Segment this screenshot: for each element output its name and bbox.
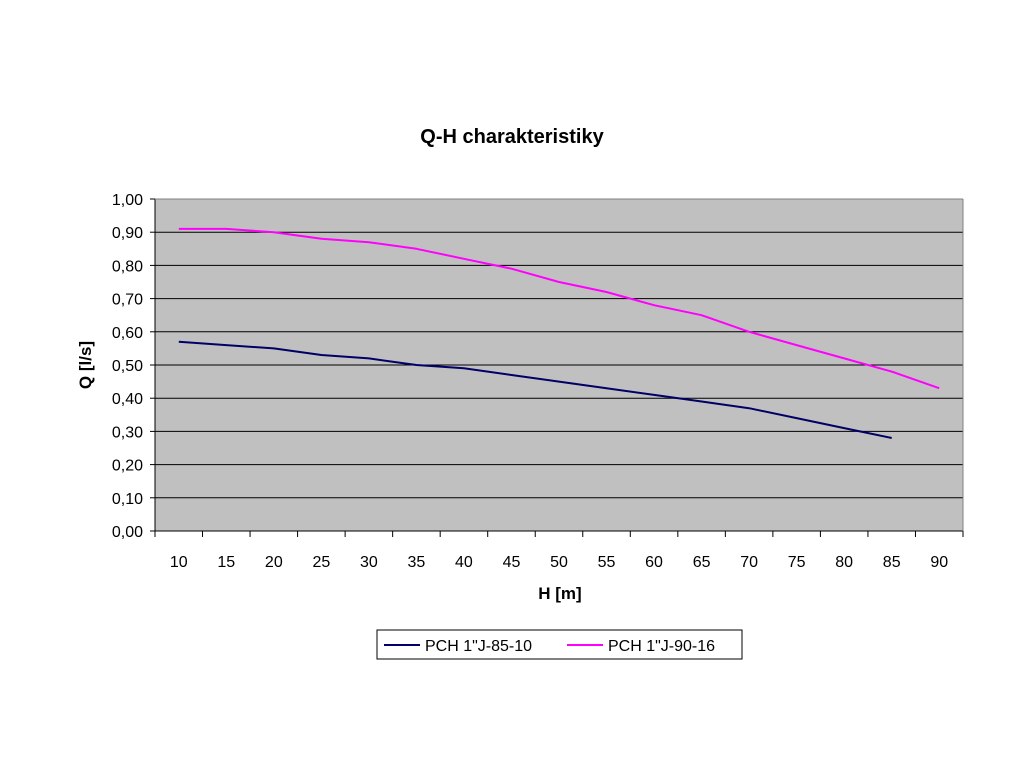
x-tick-label: 10 [170, 554, 188, 571]
series [178, 227, 940, 439]
x-tick-label: 45 [503, 554, 521, 571]
y-tick-label: 0,30 [112, 424, 143, 441]
x-tick-label: 25 [312, 554, 330, 571]
y-tick-label: 0,40 [112, 391, 143, 408]
legend-box [376, 629, 743, 660]
x-tick-label: 80 [835, 554, 853, 571]
y-axis-ticks: 0,00 0,10 0,20 0,30 0,40 0,50 0,60 0,70 0,80 0,90… [112, 192, 155, 541]
y-tick-label: 0,20 [112, 458, 143, 475]
y-tick-label: 0,50 [112, 358, 143, 375]
x-tick-label: 85 [883, 554, 901, 571]
x-tick-label: 20 [265, 554, 283, 571]
y-tick-label: 0,60 [112, 325, 143, 342]
legend: PCH 1"J-85-10 PCH 1"J-90-16 [376, 629, 743, 660]
series-line-2 [178, 227, 940, 390]
series-line-1 [178, 340, 892, 439]
x-axis-ticks: 10 15 20 25 30 35 40 45 50 55 60 65 70 75 80 85 90 [154, 531, 964, 571]
x-tick-label: 15 [217, 554, 235, 571]
x-tick-label: 35 [408, 554, 426, 571]
y-tick-label: 1,00 [112, 192, 143, 209]
legend-label-2: PCH 1"J-90-16 [608, 638, 715, 655]
y-tick-label: 0,00 [112, 524, 143, 541]
chart-title: Q-H charakteristiky [420, 126, 604, 148]
y-axis-title: Q [l/s] [76, 341, 95, 389]
x-tick-label: 40 [455, 554, 473, 571]
y-tick-label: 0,70 [112, 292, 143, 309]
x-tick-label: 55 [598, 554, 616, 571]
x-tick-label: 30 [360, 554, 378, 571]
x-tick-label: 50 [550, 554, 568, 571]
x-tick-label: 65 [693, 554, 711, 571]
x-tick-label: 60 [645, 554, 663, 571]
y-tick-label: 0,80 [112, 258, 143, 275]
x-axis-title: H [m] [538, 584, 581, 603]
legend-label-1: PCH 1"J-85-10 [425, 638, 532, 655]
x-tick-label: 90 [930, 554, 948, 571]
x-tick-label: 70 [740, 554, 758, 571]
x-tick-label: 75 [788, 554, 806, 571]
y-tick-label: 0,90 [112, 225, 143, 242]
y-tick-label: 0,10 [112, 491, 143, 508]
